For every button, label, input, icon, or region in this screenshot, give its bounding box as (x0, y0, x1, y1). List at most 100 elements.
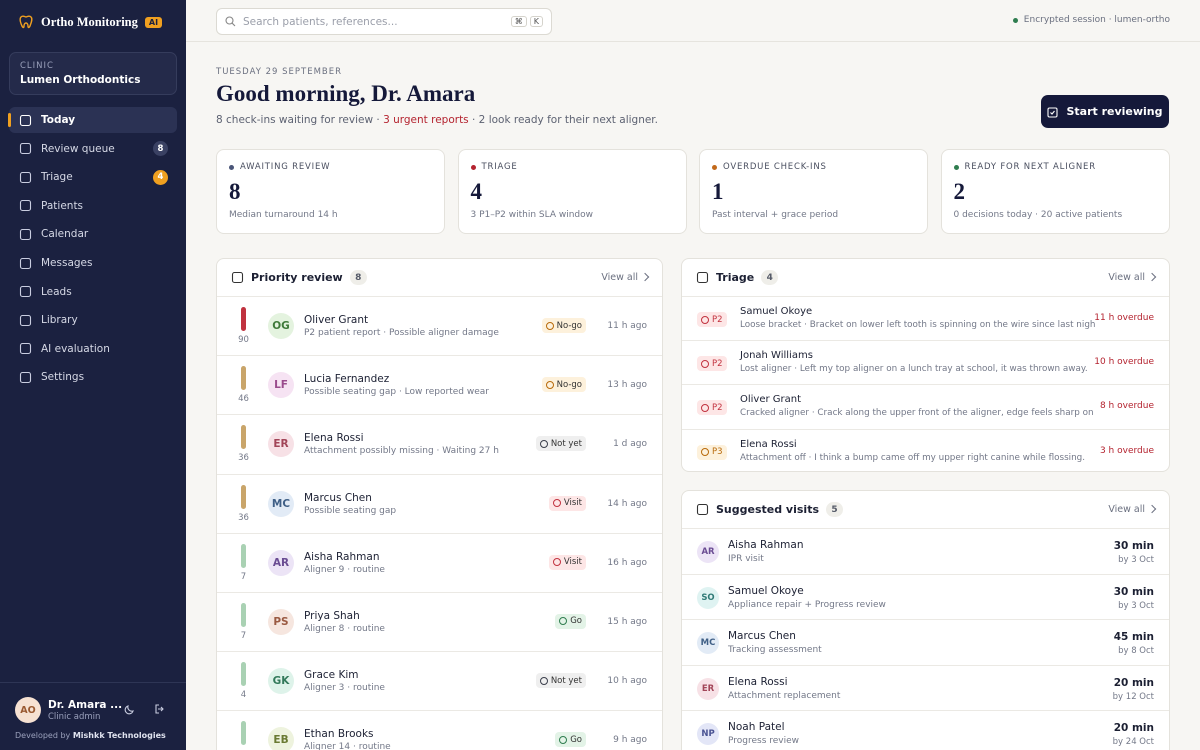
status-icon (552, 499, 561, 508)
review-row[interactable]: 4 GK Grace Kim Aligner 3 · routine Not yet 10… (217, 652, 662, 712)
stat-dot (712, 164, 717, 170)
nav-label: Library (41, 314, 78, 327)
nav-label: Today (41, 114, 76, 126)
brand-name: Ortho Monitoring (41, 14, 138, 29)
score-bar (241, 484, 246, 509)
avatar: ER (268, 431, 294, 458)
nav-item[interactable]: Today (8, 107, 177, 133)
date: TUESDAY 29 SEPTEMBER (216, 67, 343, 77)
nav-item[interactable]: Review queue 8 (9, 136, 177, 162)
review-row[interactable]: 46 LF Lucia Fernandez Possible seating gap … (217, 356, 662, 416)
theme-toggle[interactable] (124, 703, 136, 715)
status: Visit (548, 554, 586, 570)
icon (696, 271, 709, 284)
visit-row[interactable]: AR Aisha Rahman IPR visit 30 min by 3 Oct (682, 529, 1169, 575)
patient-detail: P2 patient report · Possible aligner dam… (304, 328, 499, 338)
nav-item[interactable]: AI evaluation (9, 336, 177, 362)
avatar: EB (268, 727, 294, 750)
stat-card: TRIAGE 4 3 P1–P2 within SLA window (457, 149, 687, 234)
clinic-switcher[interactable]: CLINIC Lumen Orthodontics (9, 52, 177, 95)
nav-item[interactable]: Calendar (9, 221, 177, 247)
stat-card: READY FOR NEXT ALIGNER 2 0 decisions today… (940, 149, 1170, 234)
priority-icon (701, 359, 709, 368)
stat-value: 4 (470, 179, 483, 204)
review-row[interactable]: 90 OG Oliver Grant P2 patient report · Poss… (217, 297, 662, 357)
score-bar (241, 366, 246, 391)
stat-label-text: AWAITING REVIEW (240, 162, 331, 172)
start-reviewing-button[interactable]: Start reviewing (1041, 95, 1169, 128)
status-icon (559, 735, 568, 744)
status-label: Visit (563, 498, 582, 509)
brand-badge: AI (144, 16, 163, 28)
nav-item[interactable]: Leads (9, 279, 177, 305)
stat-label: TRIAGE (470, 162, 674, 172)
nav-item[interactable]: Library (9, 307, 177, 333)
status-icon (539, 676, 548, 685)
icon (19, 286, 32, 298)
visit-row[interactable]: MC Marcus Chen Tracking assessment 45 min by… (682, 620, 1169, 666)
visit-row[interactable]: SO Samuel Okoye Appliance repair + Progres… (682, 575, 1169, 621)
patient-name: Oliver Grant (304, 314, 369, 326)
stat-label-text: READY FOR NEXT ALIGNER (964, 162, 1096, 172)
summary-before: 8 check-ins waiting for review · (216, 114, 384, 126)
stat-note: Median turnaround 14 h (229, 210, 338, 220)
arrow (1147, 504, 1157, 514)
patient-detail: Possible seating gap · Low reported wear (304, 387, 489, 398)
priority-label: P2 (712, 314, 723, 325)
triage-row[interactable]: P3 Elena Rossi Attachment off · I think a … (682, 430, 1169, 471)
triage-row[interactable]: P2 Oliver Grant Cracked aligner · Crack al… (682, 385, 1169, 430)
review-row[interactable]: 36 ER Elena Rossi Attachment possibly missi… (217, 415, 662, 475)
status-icon (545, 321, 554, 330)
visit-row[interactable]: ER Elena Rossi Attachment replacement 20 mi… (682, 666, 1169, 712)
score-bar (241, 721, 246, 746)
review-row[interactable]: 36 MC Marcus Chen Possible seating gap Visit… (217, 475, 662, 534)
time: 9 h ago (613, 735, 647, 746)
button-icon (1047, 106, 1059, 118)
patient-name: Grace Kim (304, 669, 359, 682)
priority-icon (701, 403, 709, 412)
triage-row[interactable]: P2 Jonah Williams Lost aligner · Left my t… (682, 341, 1169, 386)
icon (19, 371, 32, 383)
session: Encrypted session · lumen-ortho (1012, 15, 1170, 25)
search-icon (225, 16, 236, 27)
status-label: Not yet (550, 438, 582, 449)
status: No-go (541, 318, 586, 333)
review-row[interactable]: 7 PS Priya Shah Aligner 8 · routine Go 15 h a… (217, 593, 662, 653)
duration: 20 min (1113, 676, 1154, 689)
view-all[interactable]: View all (1108, 272, 1157, 283)
visit-row[interactable]: NP Noah Patel Progress review 20 min by 24 O… (682, 711, 1169, 750)
patient-name: Ethan Brooks (304, 728, 374, 741)
clinic-label: CLINIC (20, 61, 54, 71)
visit-reason: Tracking assessment (728, 645, 822, 656)
nav-label: AI evaluation (41, 342, 110, 355)
topbar: Search patients, references... ⌘ K Encryp… (186, 0, 1200, 42)
overdue: 10 h overdue (1094, 357, 1154, 368)
key: ⌘ (510, 16, 527, 27)
divider (0, 682, 186, 683)
nav-item[interactable]: Patients (9, 193, 177, 219)
nav-item[interactable]: Settings (9, 364, 177, 390)
user-role: Clinic admin (48, 712, 101, 722)
icon (19, 114, 32, 126)
triage-name: Elena Rossi (740, 438, 797, 450)
search[interactable]: Search patients, references... ⌘ K (216, 8, 552, 35)
logout[interactable] (154, 703, 166, 715)
triage-row[interactable]: P2 Samuel Okoye Loose bracket · Bracket on… (682, 297, 1169, 342)
panel-count: 8 (349, 270, 367, 285)
review-row[interactable]: EB Ethan Brooks Aligner 14 · routine Go 9 h … (217, 711, 662, 750)
search-placeholder: Search patients, references... (243, 15, 398, 28)
status: Go (555, 613, 586, 629)
status-icon (559, 617, 568, 626)
nav-item[interactable]: Triage 4 (9, 164, 177, 190)
nav-label: Leads (41, 285, 72, 298)
nav-item[interactable]: Messages (9, 250, 177, 276)
panel-title: Triage (716, 271, 755, 284)
view-all-label: View all (1108, 272, 1145, 283)
status-label: No-go (556, 320, 582, 331)
review-row[interactable]: 7 AR Aisha Rahman Aligner 9 · routine Visit 1… (217, 534, 662, 593)
visit-reason: IPR visit (728, 554, 764, 564)
arrow (1147, 272, 1157, 282)
view-all[interactable]: View all (601, 272, 650, 283)
view-all[interactable]: View all (1108, 504, 1157, 515)
panel-count: 4 (761, 270, 779, 285)
